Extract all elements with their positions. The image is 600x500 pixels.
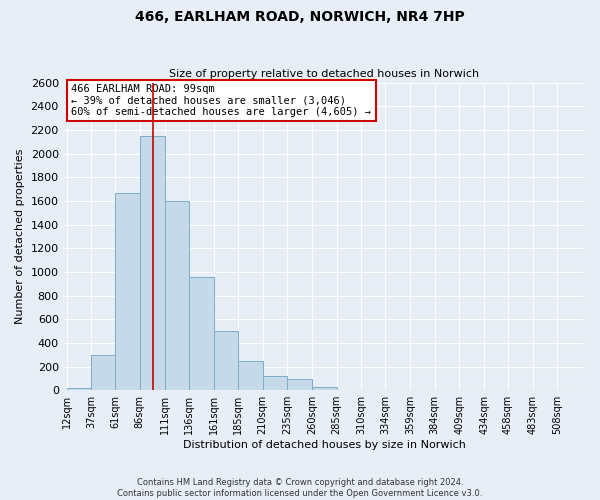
Title: Size of property relative to detached houses in Norwich: Size of property relative to detached ho…	[169, 69, 479, 79]
X-axis label: Distribution of detached houses by size in Norwich: Distribution of detached houses by size …	[183, 440, 466, 450]
Bar	[164, 201, 190, 390]
Bar	[214, 331, 238, 390]
Bar	[140, 136, 164, 390]
Text: 466, EARLHAM ROAD, NORWICH, NR4 7HP: 466, EARLHAM ROAD, NORWICH, NR4 7HP	[135, 10, 465, 24]
Bar	[263, 376, 287, 390]
Text: Contains HM Land Registry data © Crown copyright and database right 2024.
Contai: Contains HM Land Registry data © Crown c…	[118, 478, 482, 498]
Text: 466 EARLHAM ROAD: 99sqm
← 39% of detached houses are smaller (3,046)
60% of semi: 466 EARLHAM ROAD: 99sqm ← 39% of detache…	[71, 84, 371, 117]
Bar	[190, 276, 214, 390]
Bar	[115, 192, 140, 390]
Bar	[91, 354, 115, 390]
Bar	[287, 379, 312, 390]
Y-axis label: Number of detached properties: Number of detached properties	[15, 148, 25, 324]
Bar	[312, 386, 337, 390]
Bar	[238, 360, 263, 390]
Bar	[67, 388, 91, 390]
